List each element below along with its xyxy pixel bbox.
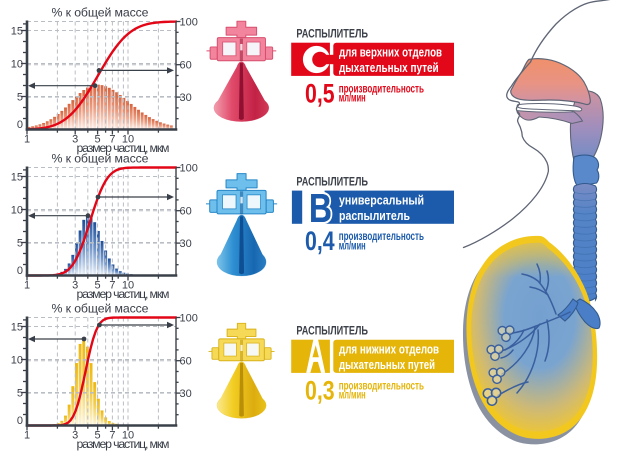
svg-text:распылитель: распылитель bbox=[339, 208, 410, 223]
svg-text:производительность: производительность bbox=[339, 378, 424, 392]
svg-text:7: 7 bbox=[109, 134, 115, 146]
svg-text:дыхательных путей: дыхательных путей bbox=[339, 60, 439, 75]
svg-text:РАСПЫЛИТЕЛЬ: РАСПЫЛИТЕЛЬ bbox=[296, 27, 368, 41]
svg-text:7: 7 bbox=[109, 280, 115, 292]
svg-text:60: 60 bbox=[180, 60, 192, 72]
svg-text:5: 5 bbox=[95, 134, 101, 146]
svg-text:5: 5 bbox=[95, 280, 101, 292]
svg-text:3: 3 bbox=[72, 134, 78, 146]
svg-text:3: 3 bbox=[72, 430, 78, 442]
svg-text:15: 15 bbox=[11, 25, 23, 37]
svg-text:производительность: производительность bbox=[339, 81, 424, 95]
svg-text:60: 60 bbox=[180, 356, 192, 368]
svg-text:60: 60 bbox=[180, 206, 192, 218]
svg-text:1: 1 bbox=[24, 430, 30, 442]
svg-text:мл/мин: мл/мин bbox=[339, 91, 366, 105]
svg-text:для нижних отделов: для нижних отделов bbox=[339, 342, 439, 357]
svg-text:10: 10 bbox=[122, 134, 134, 146]
svg-text:0: 0 bbox=[17, 265, 23, 277]
svg-text:10: 10 bbox=[11, 354, 23, 366]
svg-text:5: 5 bbox=[17, 91, 23, 103]
svg-text:РАСПЫЛИТЕЛЬ: РАСПЫЛИТЕЛЬ bbox=[296, 174, 368, 188]
svg-text:% к общей массе: % к общей массе bbox=[52, 6, 149, 20]
svg-text:0,3: 0,3 bbox=[305, 375, 335, 405]
svg-text:% к общей массе: % к общей массе bbox=[52, 302, 149, 316]
svg-text:3: 3 bbox=[72, 280, 78, 292]
svg-text:универсальный: универсальный bbox=[339, 193, 424, 208]
svg-text:0: 0 bbox=[17, 119, 23, 131]
svg-text:10: 10 bbox=[11, 204, 23, 216]
svg-text:В: В bbox=[309, 185, 332, 231]
svg-text:10: 10 bbox=[11, 58, 23, 70]
svg-text:размер частиц, мкм: размер частиц, мкм bbox=[77, 287, 170, 301]
svg-text:100: 100 bbox=[180, 16, 198, 28]
svg-text:размер частиц, мкм: размер частиц, мкм bbox=[77, 141, 170, 155]
svg-text:100: 100 bbox=[180, 312, 198, 324]
svg-text:мл/мин: мл/мин bbox=[339, 239, 366, 253]
svg-text:15: 15 bbox=[11, 321, 23, 333]
svg-text:1: 1 bbox=[24, 280, 30, 292]
svg-text:дыхательных путей: дыхательных путей bbox=[339, 357, 435, 372]
svg-text:мл/мин: мл/мин bbox=[339, 388, 366, 402]
svg-text:10: 10 bbox=[122, 280, 134, 292]
svg-text:5: 5 bbox=[95, 430, 101, 442]
svg-text:0: 0 bbox=[17, 415, 23, 427]
svg-text:производительность: производительность bbox=[339, 229, 424, 243]
svg-text:размер частиц, мкм: размер частиц, мкм bbox=[77, 437, 170, 451]
svg-text:30: 30 bbox=[180, 92, 192, 104]
svg-text:0,5: 0,5 bbox=[305, 78, 335, 108]
svg-text:30: 30 bbox=[180, 388, 192, 400]
svg-text:0,4: 0,4 bbox=[305, 226, 335, 256]
svg-text:В: В bbox=[309, 185, 332, 231]
svg-text:15: 15 bbox=[11, 171, 23, 183]
svg-text:7: 7 bbox=[109, 430, 115, 442]
svg-text:30: 30 bbox=[180, 238, 192, 250]
svg-text:10: 10 bbox=[122, 430, 134, 442]
svg-text:5: 5 bbox=[17, 387, 23, 399]
svg-text:1: 1 bbox=[24, 134, 30, 146]
svg-text:5: 5 bbox=[17, 237, 23, 249]
svg-text:для верхних отделов: для верхних отделов bbox=[339, 45, 442, 60]
svg-text:100: 100 bbox=[180, 162, 198, 174]
svg-text:РАСПЫЛИТЕЛЬ: РАСПЫЛИТЕЛЬ bbox=[296, 324, 368, 338]
svg-text:% к общей массе: % к общей массе bbox=[52, 152, 149, 166]
